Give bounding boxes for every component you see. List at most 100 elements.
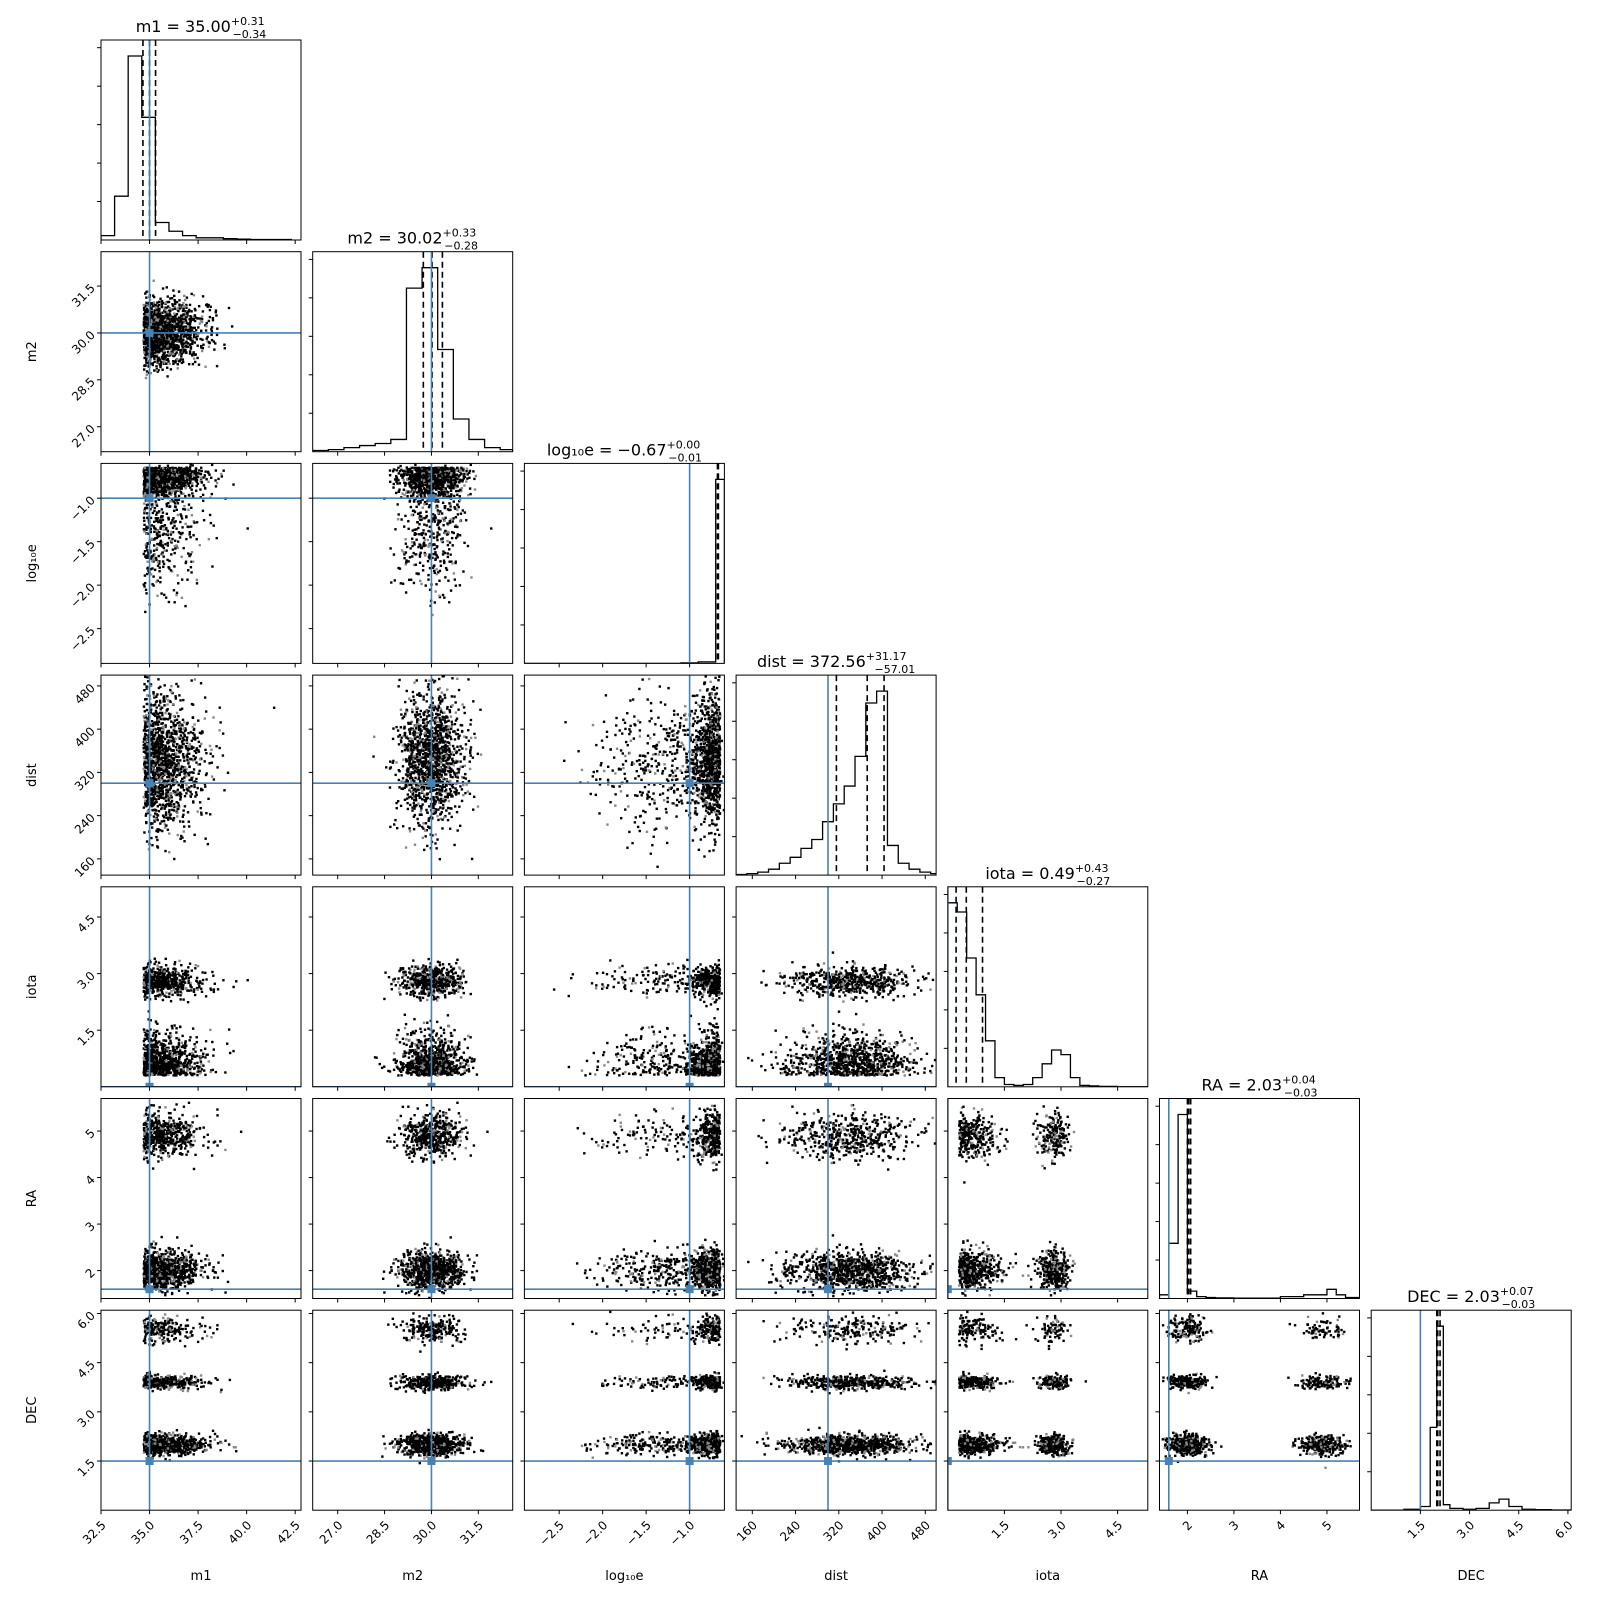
panel-frame — [100, 462, 302, 664]
sample-point — [442, 494, 445, 498]
sample-point — [159, 334, 163, 337]
sample-point — [420, 469, 424, 473]
sample-point — [155, 355, 158, 358]
sample-point — [246, 527, 249, 530]
sample-point — [417, 483, 420, 486]
sample-point — [166, 695, 169, 698]
sample-point — [187, 786, 191, 789]
sample-point — [190, 470, 194, 473]
sample-point — [165, 734, 169, 737]
sample-point — [168, 567, 171, 570]
y-tick-label-m2: 27.0 — [69, 422, 98, 451]
sample-point — [175, 351, 178, 354]
sample-point — [153, 369, 156, 372]
sample-point — [174, 361, 177, 364]
sample-point — [170, 521, 173, 524]
sample-point — [173, 327, 177, 330]
sample-point — [199, 337, 202, 341]
sample-point — [409, 494, 413, 498]
sample-point — [165, 494, 169, 497]
sample-point — [156, 818, 159, 822]
sample-point — [167, 328, 170, 331]
sample-point — [404, 551, 408, 554]
sample-point — [424, 584, 427, 587]
sample-point — [184, 770, 187, 774]
sample-point — [177, 468, 181, 471]
sample-point — [158, 787, 161, 790]
sample-point — [173, 294, 176, 298]
sample-point — [395, 476, 399, 480]
sample-point — [146, 526, 149, 530]
sample-point — [190, 506, 193, 510]
sample-point — [456, 503, 459, 506]
sample-point — [435, 471, 438, 474]
truth-marker — [145, 328, 154, 337]
panel-frame — [523, 462, 725, 664]
sample-point — [407, 477, 411, 480]
sample-point — [155, 346, 158, 349]
sample-point — [440, 538, 443, 541]
sample-point — [144, 724, 148, 727]
sample-point — [414, 463, 417, 467]
sample-point — [187, 774, 191, 777]
sample-point — [155, 829, 158, 833]
sample-point — [397, 513, 400, 516]
sample-point — [465, 467, 469, 470]
sample-point — [175, 527, 178, 530]
sample-point — [183, 759, 186, 762]
sample-point — [172, 346, 175, 349]
sample-point — [190, 472, 193, 475]
sample-point — [203, 760, 206, 763]
sample-point — [450, 477, 453, 480]
sample-point — [180, 770, 183, 774]
sample-point — [155, 317, 159, 320]
sample-point — [422, 529, 425, 532]
sample-point — [143, 333, 147, 336]
sample-point — [196, 786, 199, 790]
sample-point — [428, 482, 431, 485]
sample-point — [201, 509, 205, 513]
sample-point — [159, 490, 162, 493]
sample-point — [166, 366, 169, 369]
sample-point — [158, 363, 161, 366]
sample-point — [142, 470, 146, 474]
sample-point — [179, 728, 183, 731]
sample-point — [433, 571, 437, 575]
sample-point — [186, 322, 190, 326]
sample-point — [152, 472, 155, 475]
sample-point — [445, 472, 449, 475]
sample-point — [150, 316, 153, 320]
sample-point — [156, 469, 159, 473]
sample-point — [409, 470, 412, 473]
sample-point — [192, 293, 196, 297]
sample-point — [151, 554, 155, 557]
sample-point — [474, 474, 478, 478]
sample-point — [156, 731, 160, 734]
sample-point — [157, 534, 160, 537]
sample-point — [402, 472, 406, 475]
sample-point — [218, 746, 221, 750]
sample-point — [194, 795, 197, 798]
sample-point — [429, 604, 432, 608]
sample-point — [155, 518, 159, 521]
sample-point — [412, 492, 415, 496]
sample-point — [437, 470, 440, 473]
sample-point — [160, 493, 164, 497]
sample-point — [151, 344, 154, 348]
sample-point — [168, 745, 171, 748]
sample-point — [435, 494, 438, 498]
sample-point — [390, 581, 393, 584]
sample-point — [214, 311, 217, 314]
sample-point — [191, 337, 195, 341]
sample-point — [168, 362, 171, 366]
sample-point — [174, 334, 177, 338]
sample-point — [165, 502, 168, 506]
sample-point — [432, 536, 436, 539]
sample-point — [436, 497, 439, 501]
sample-point — [179, 339, 182, 342]
sample-point — [171, 308, 174, 311]
sample-point — [146, 344, 150, 348]
sample-point — [409, 477, 412, 480]
sample-point — [418, 472, 422, 475]
sample-point — [439, 528, 442, 531]
